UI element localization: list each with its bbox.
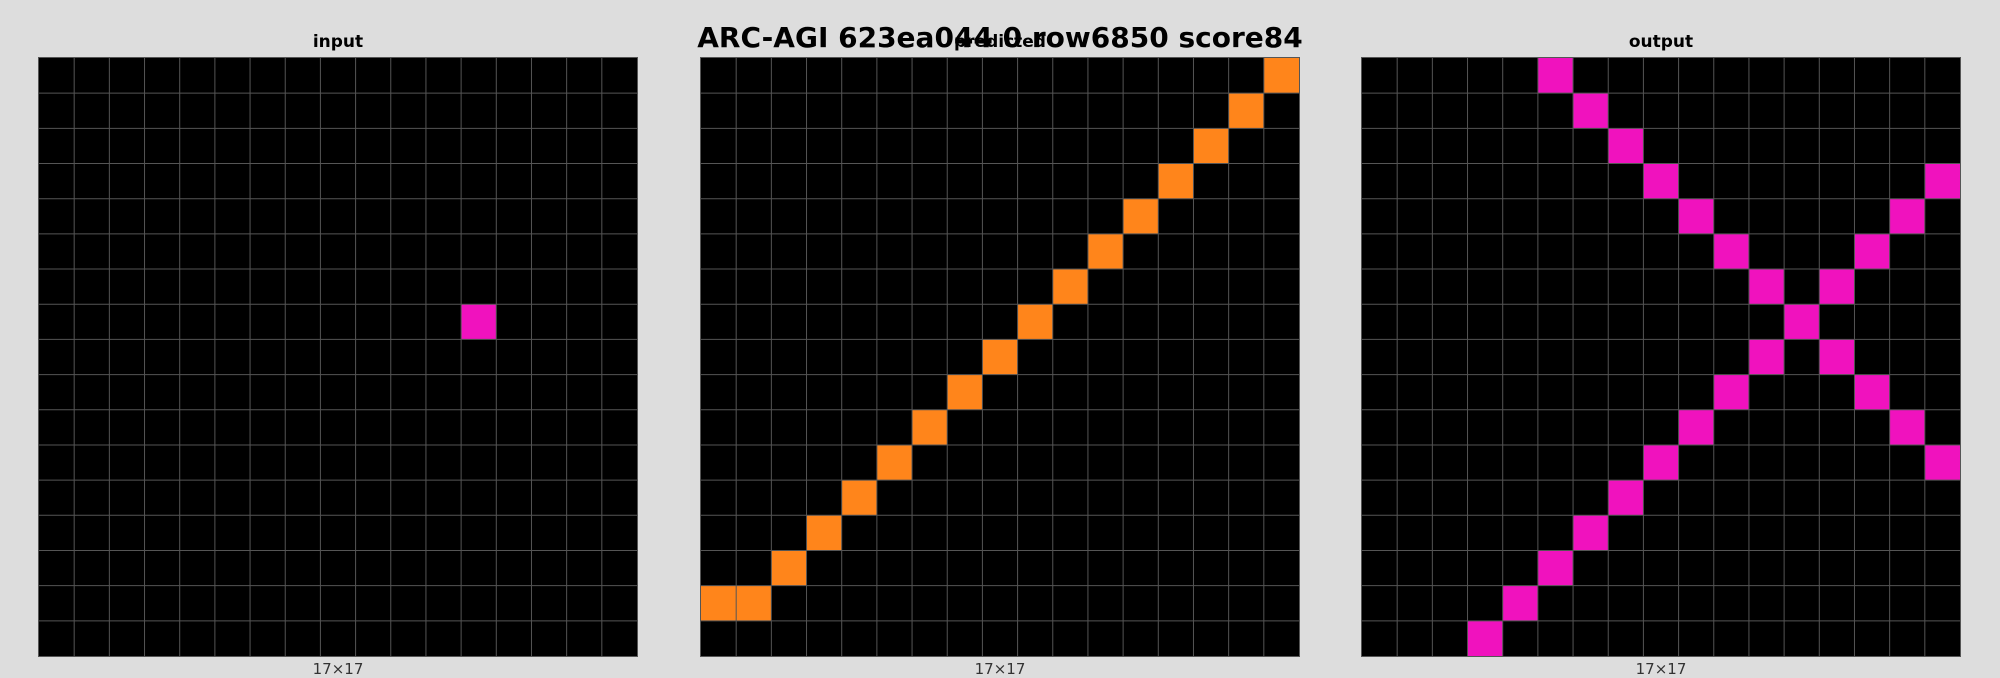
- grid-cell: [771, 550, 807, 586]
- grid-cell: [736, 585, 772, 621]
- grid-cell: [912, 409, 948, 445]
- grid-cell: [1123, 198, 1159, 234]
- grid-cell: [1608, 128, 1644, 164]
- grid-cell: [1713, 374, 1749, 410]
- grid-cell: [1643, 444, 1679, 481]
- grid-cell: [876, 444, 913, 481]
- grid-cell: [1889, 198, 1925, 234]
- grid-svg-output: [1362, 58, 1960, 656]
- grid-cell: [1052, 269, 1088, 305]
- grid-cell: [1502, 585, 1538, 621]
- grid-cell: [1784, 304, 1820, 340]
- grid-cell: [1017, 304, 1053, 340]
- panel-title-input: input: [312, 32, 364, 52]
- grid-input: [38, 57, 638, 657]
- grid-cell: [701, 585, 737, 621]
- grid-cell: [1854, 233, 1890, 270]
- panel-input: input 17×17: [38, 0, 638, 678]
- grid-cell: [461, 304, 497, 340]
- grid-cell: [1467, 620, 1503, 656]
- grid-cell: [1643, 163, 1679, 199]
- grid-cell: [1537, 58, 1574, 94]
- grid-background: [39, 58, 637, 656]
- grid-cell: [1158, 163, 1194, 199]
- grid-cell: [1228, 93, 1264, 129]
- grid-cell: [1263, 58, 1299, 94]
- panel-title-predicted: predicted: [954, 32, 1046, 52]
- grid-cell: [1573, 515, 1609, 551]
- grid-cell: [1537, 550, 1574, 586]
- panel-size-output: 17×17: [1635, 660, 1687, 678]
- grid-cell: [1819, 339, 1855, 375]
- panel-title-output: output: [1628, 32, 1694, 52]
- grid-cell: [1748, 269, 1785, 305]
- grid-svg-input: [39, 58, 637, 656]
- grid-cell: [1889, 409, 1925, 445]
- grid-cell: [1608, 480, 1644, 516]
- grid-cell: [1854, 374, 1890, 410]
- panel-size-input: 17×17: [312, 660, 364, 678]
- grid-cell: [1819, 269, 1855, 305]
- grid-cell: [841, 480, 877, 516]
- grid-cell: [1713, 233, 1749, 270]
- panel-output: output 17×17: [1361, 0, 1961, 678]
- grid-cell: [1678, 198, 1714, 234]
- grid-output: [1361, 57, 1961, 657]
- grid-predicted: [700, 57, 1300, 657]
- page-title: ARC-AGI 623ea044 0 row6850 score84: [697, 21, 1303, 54]
- grid-cell: [1087, 233, 1124, 270]
- grid-cell: [1678, 409, 1714, 445]
- grid-background: [1362, 58, 1960, 656]
- grid-cell: [1924, 163, 1960, 199]
- grid-cell: [982, 339, 1018, 375]
- panel-size-predicted: 17×17: [974, 660, 1026, 678]
- panel-predicted: predicted 17×17: [700, 0, 1300, 678]
- grid-cell: [1924, 444, 1960, 481]
- grid-cell: [1748, 339, 1785, 375]
- grid-svg-predicted: [701, 58, 1299, 656]
- grid-cell: [1573, 93, 1609, 129]
- grid-cell: [947, 374, 983, 410]
- grid-cell: [1193, 128, 1229, 164]
- grid-cell: [806, 515, 842, 551]
